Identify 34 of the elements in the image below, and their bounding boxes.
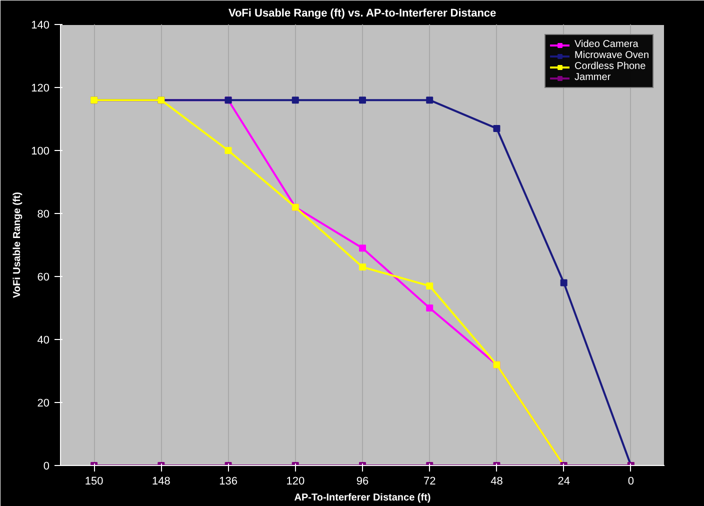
y-tick-label: 100 xyxy=(31,146,50,158)
x-tick-label: 72 xyxy=(423,476,436,488)
x-tick-label: 48 xyxy=(490,476,503,488)
y-tick-label: 40 xyxy=(37,334,50,346)
y-tick-label: 140 xyxy=(31,20,50,32)
legend-label: Microwave Oven xyxy=(574,50,649,61)
point xyxy=(560,279,568,286)
x-tick-label: 120 xyxy=(286,476,305,488)
x-tick-label: 0 xyxy=(628,476,634,488)
chart-title: VoFi Usable Range (ft) vs. AP-to-Interferer Distance xyxy=(228,8,496,20)
point xyxy=(426,96,434,104)
x-tick-label: 136 xyxy=(219,476,238,488)
y-tick-label: 80 xyxy=(37,208,50,220)
y-tick-label: 120 xyxy=(31,82,50,94)
y-tick-label: 60 xyxy=(37,272,50,284)
x-tick-label: 24 xyxy=(558,476,570,488)
y-tick-label: 20 xyxy=(37,398,50,410)
point xyxy=(359,264,366,271)
point xyxy=(359,244,366,252)
point xyxy=(292,96,299,104)
point xyxy=(224,147,232,154)
x-tick-label: 150 xyxy=(84,476,104,488)
y-tick-label: 0 xyxy=(43,460,50,472)
x-tick-label: 96 xyxy=(356,476,369,488)
legend-label: Jammer xyxy=(574,72,611,83)
point xyxy=(359,96,366,104)
point xyxy=(426,304,434,312)
legend-label: Video Camera xyxy=(574,39,638,50)
y-axis-title: VoFi Usable Range (ft) xyxy=(12,192,24,298)
legend-label: Cordless Phone xyxy=(574,61,646,72)
x-tick-label: 148 xyxy=(152,476,170,488)
point xyxy=(426,282,434,290)
point xyxy=(493,124,500,132)
x-axis-title: AP-To-Interferer Distance (ft) xyxy=(294,492,431,504)
